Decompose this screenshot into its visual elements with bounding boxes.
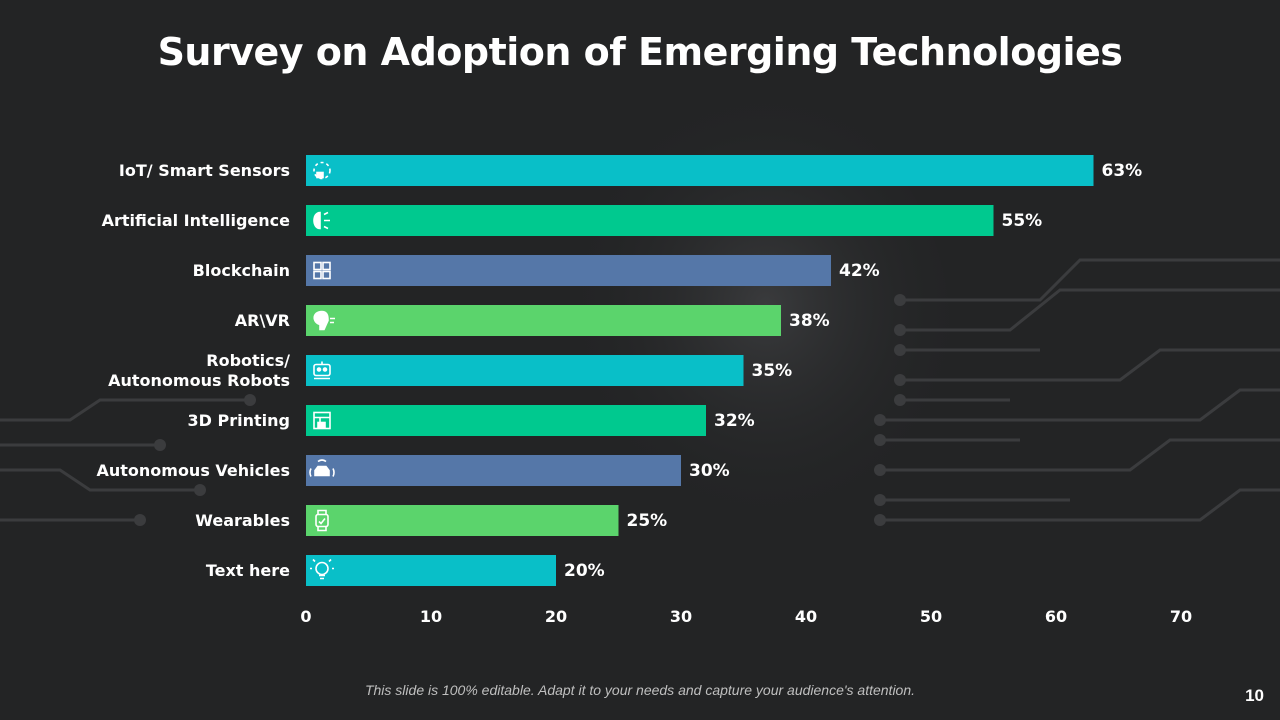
x-tick-label: 30 [669, 607, 693, 626]
circuit-node [244, 394, 256, 406]
data-label: 55% [1001, 210, 1043, 231]
x-tick-label: 0 [300, 607, 312, 626]
x-tick-label: 70 [1169, 607, 1193, 626]
vr-head-icon [313, 310, 335, 331]
x-tick-label: 10 [419, 607, 443, 626]
circuit-trace [900, 288, 1280, 332]
x-tick-label: 50 [919, 607, 943, 626]
category-label: Blockchain [192, 260, 290, 280]
circuit-node [894, 344, 906, 356]
circuit-trace [900, 348, 1280, 382]
circuit-node [894, 324, 906, 336]
blockchain-icon [313, 261, 331, 280]
data-label: 25% [626, 510, 668, 531]
category-label: AR\VR [234, 310, 290, 330]
circuit-node [154, 439, 166, 451]
robot-icon [313, 361, 331, 380]
x-tick-label: 40 [794, 607, 818, 626]
circuit-trace [900, 258, 1280, 302]
data-label: 35% [751, 360, 793, 381]
x-tick-label: 20 [544, 607, 568, 626]
brain-icon [313, 211, 330, 230]
bar [306, 555, 556, 586]
footer-note: This slide is 100% editable. Adapt it to… [364, 682, 916, 698]
data-label: 38% [789, 310, 830, 331]
circuit-node [874, 464, 886, 476]
sensor-icon [313, 161, 331, 180]
circuit-trace [0, 468, 200, 492]
bar [306, 505, 619, 536]
car-icon [309, 459, 335, 477]
category-label: Artificial Intelligence [101, 210, 290, 230]
data-label: 30% [689, 460, 730, 481]
circuit-node [194, 484, 206, 496]
circuit-trace [0, 398, 250, 422]
3d-printer-icon [313, 411, 331, 430]
category-label: IoT/ Smart Sensors [118, 160, 290, 180]
circuit-trace [880, 388, 1280, 422]
bar [306, 405, 706, 436]
bar [306, 255, 831, 286]
category-label: Autonomous Vehicles [96, 460, 290, 480]
category-label: Robotics/ Autonomous Robots [108, 350, 290, 390]
bar [306, 155, 1094, 186]
data-label: 63% [1101, 160, 1143, 181]
circuit-node [134, 514, 146, 526]
data-label: 20% [564, 560, 605, 581]
circuit-node [874, 434, 886, 446]
lightbulb-icon [310, 558, 334, 580]
circuit-node [874, 494, 886, 506]
data-label: 32% [714, 410, 755, 431]
circuit-node [894, 294, 906, 306]
category-label: Text here [205, 560, 290, 580]
circuit-node [894, 394, 906, 406]
circuit-node [894, 374, 906, 386]
page-number: 10 [1245, 686, 1264, 705]
circuit-node [874, 414, 886, 426]
bar [306, 305, 781, 336]
category-label: Wearables [195, 510, 290, 530]
x-tick-label: 60 [1044, 607, 1068, 626]
bar [306, 455, 681, 486]
circuit-node [874, 514, 886, 526]
slide-title: Survey on Adoption of Emerging Technolog… [157, 30, 1123, 74]
smartwatch-icon [315, 509, 329, 532]
circuit-trace [880, 488, 1280, 522]
bar [306, 355, 744, 386]
circuit-trace [880, 438, 1280, 472]
bar [306, 205, 994, 236]
category-label: 3D Printing [187, 410, 290, 430]
data-label: 42% [839, 260, 880, 281]
